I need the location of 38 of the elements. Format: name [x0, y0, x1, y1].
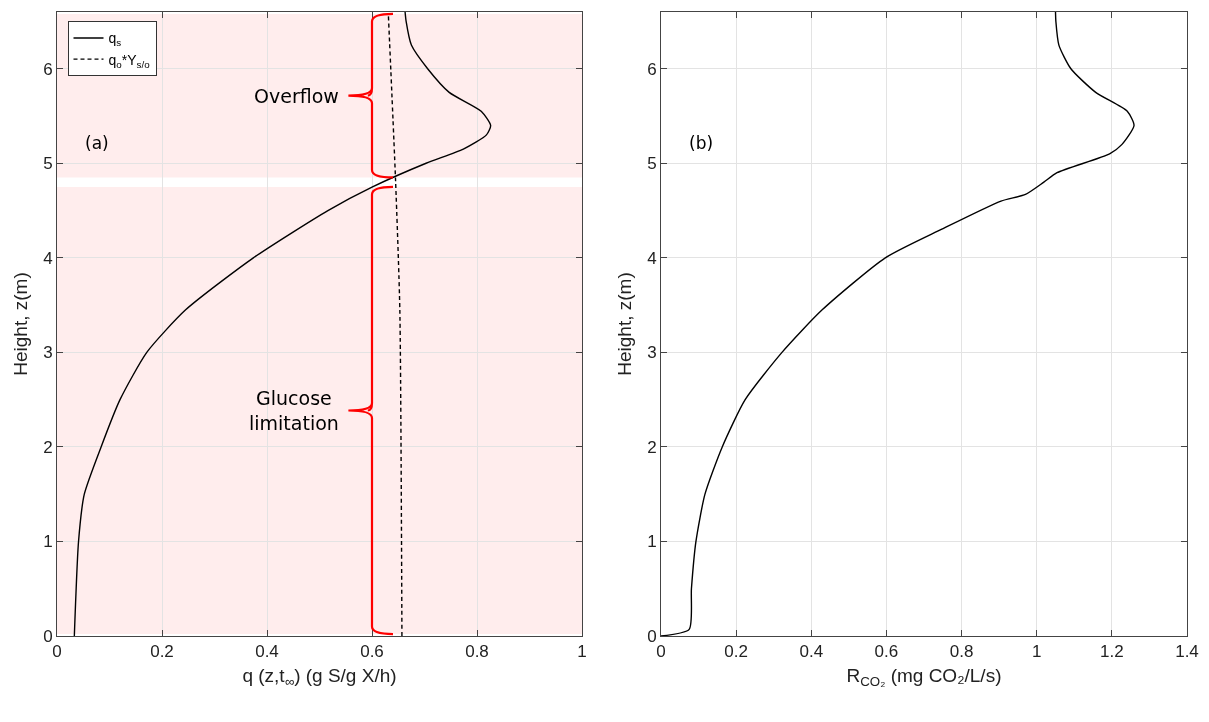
- y-tick-label: 1: [43, 532, 53, 552]
- y-tick-label: 3: [647, 343, 657, 363]
- x-tick-label: 0.6: [360, 642, 384, 662]
- x-tick-label: 0.2: [150, 642, 174, 662]
- x-tick-label: 1: [577, 642, 587, 662]
- x-tick-label: 0.8: [949, 642, 974, 662]
- x-tick-label: 1.4: [1175, 642, 1199, 662]
- x-tick-label: 0.8: [465, 642, 489, 662]
- x-tick-label: 0.4: [799, 642, 824, 662]
- annotation: (a): [85, 133, 109, 153]
- band-label: Overflow: [254, 85, 339, 107]
- line-series: [661, 12, 1135, 636]
- y-tick-label: 4: [647, 248, 657, 268]
- x-axis-title: q (z,t$_{∞}$) (g S/g X/h): [242, 665, 397, 690]
- legend-label: q$_{o}$*Y$_{s/o}$: [108, 51, 151, 70]
- legend-label: q$_{s}$: [108, 30, 122, 49]
- y-tick-label: 6: [647, 59, 657, 79]
- y-tick-label: 3: [43, 343, 53, 363]
- y-tick-label: 2: [647, 437, 657, 457]
- x-axis-title: R$_{CO₂}$ (mg CO₂/L/s): [846, 665, 1002, 690]
- y-tick-label: 2: [43, 437, 53, 457]
- x-tick-label: 0.6: [874, 642, 899, 662]
- y-tick-label: 5: [647, 154, 657, 174]
- x-tick-label: 0.4: [255, 642, 279, 662]
- line-series: [73, 12, 492, 636]
- y-axis-title: Height, z(m): [613, 272, 635, 376]
- y-tick-label: 5: [43, 154, 53, 174]
- x-tick-label: 0.2: [724, 642, 748, 662]
- y-tick-label: 4: [43, 248, 53, 268]
- y-tick-label: 0: [647, 626, 657, 646]
- band-label: Glucose limitation: [249, 387, 339, 434]
- annotation: (b): [689, 133, 714, 153]
- y-tick-label: 0: [43, 626, 53, 646]
- y-axis-title: Height, z(m): [9, 272, 31, 376]
- x-tick-label: 1.2: [1100, 642, 1124, 662]
- y-tick-label: 1: [647, 532, 657, 552]
- x-tick-label: 1: [1031, 642, 1042, 662]
- y-tick-label: 6: [43, 59, 53, 79]
